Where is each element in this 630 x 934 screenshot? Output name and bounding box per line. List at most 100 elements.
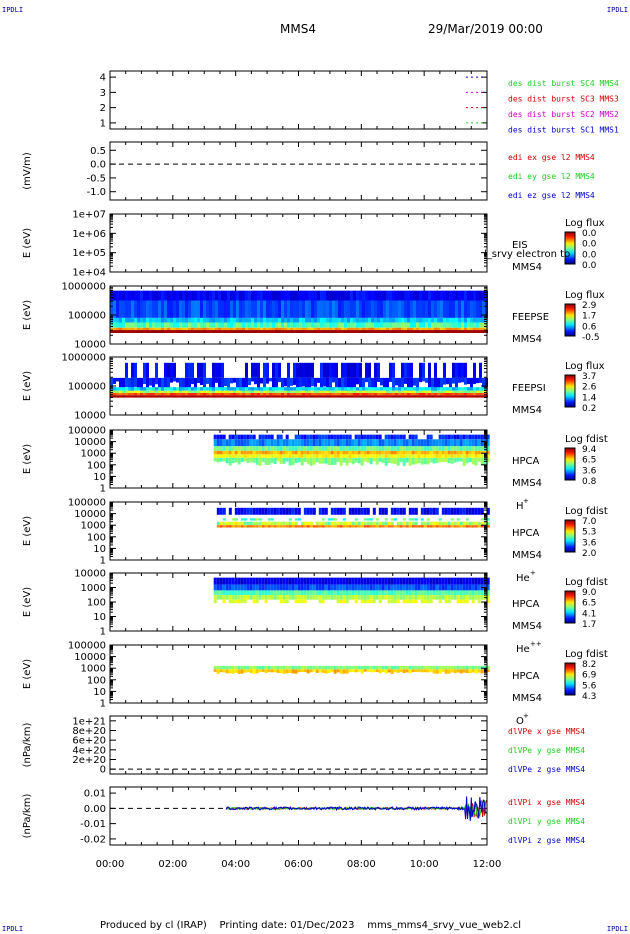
panel-divpe-ytick-label: 0 bbox=[100, 765, 106, 776]
panel-hpca_o-ylabel: E (eV) bbox=[22, 659, 33, 689]
panel-hpca_hepp-colorbar-tick: 9.0 bbox=[582, 588, 597, 598]
x-tick-label: 08:00 bbox=[347, 859, 376, 870]
panel-feepsi-colorbar-title: Log flux bbox=[565, 361, 605, 372]
panel-hpca_h-species-label: H bbox=[516, 501, 524, 512]
panel-hpca_hepp-ytick-label: 1000 bbox=[81, 583, 106, 594]
panel-hpca_h-ytick-label: 10 bbox=[93, 472, 106, 483]
panel-hpca_o-ytick-label: 100000 bbox=[68, 641, 106, 652]
panel-hpca_h-spacecraft-label: MMS4 bbox=[512, 478, 542, 489]
panel-hpca_o-colorbar-tick: 4.3 bbox=[582, 692, 596, 702]
panel-feepsi-ytick-label: 10000 bbox=[74, 411, 106, 422]
panel-hpca_he-colorbar-tick: 3.6 bbox=[582, 538, 597, 548]
panel-feepsi-colorbar-tick: 0.2 bbox=[582, 404, 596, 414]
panel-hpca_he-ylabel: E (eV) bbox=[22, 516, 33, 546]
corner-label-bottom-left: IPDLI bbox=[2, 925, 24, 933]
panel-hpca_he-ytick-label: 10 bbox=[93, 544, 106, 555]
panel-hpca_o-ytick-label: 100 bbox=[87, 675, 106, 686]
panel-hpca_hepp-species-charge: ++ bbox=[530, 640, 542, 648]
panel-hpca_he-species-charge: + bbox=[530, 569, 536, 577]
panel-hpca_o-colorbar bbox=[564, 662, 576, 696]
panel-hpca_he-instrument-label: HPCA bbox=[512, 528, 540, 539]
panel-hpca_h-colorbar-tick: 0.8 bbox=[582, 477, 597, 487]
plot-date: 29/Mar/2019 00:00 bbox=[428, 22, 543, 36]
panel-eis-colorbar-tick: 0.0 bbox=[582, 240, 597, 250]
panel-eis-ytick-label: 1e+06 bbox=[72, 229, 106, 240]
corner-label-top-left: IPDLI bbox=[2, 6, 24, 14]
panel-hpca_he-species-label: He bbox=[516, 573, 530, 584]
panel-hpca_hepp-species-label: He bbox=[516, 644, 530, 655]
panel-edi-legend-entry: edi ex gse l2 MMS4 bbox=[508, 153, 595, 162]
panel-edi-ylabel: (mV/m) bbox=[22, 152, 33, 190]
panel-hpca_o-colorbar-title: Log fdist bbox=[565, 649, 608, 660]
x-tick-label: 02:00 bbox=[158, 859, 187, 870]
panel-feepse-spacecraft-label: MMS4 bbox=[512, 334, 542, 345]
panel-eis-overlay-text: l_srvy electron to bbox=[484, 249, 570, 260]
panel-burst-frame bbox=[109, 70, 488, 130]
panel-burst-ytick-label: 1 bbox=[100, 118, 106, 129]
panel-hpca_he-ytick-label: 100000 bbox=[68, 498, 106, 509]
panel-feepse-colorbar-tick: 2.9 bbox=[582, 301, 597, 311]
panel-divpi-ytick-label: -0.02 bbox=[80, 834, 106, 845]
panel-eis-ytick-label: 1e+05 bbox=[72, 248, 106, 259]
panel-eis-ytick-label: 1e+07 bbox=[72, 210, 106, 221]
panel-divpe-ytick-label: 8e+20 bbox=[72, 726, 106, 737]
panel-hpca_hepp-ytick-label: 1 bbox=[100, 627, 106, 638]
panel-edi-ytick-label: -0.5 bbox=[86, 173, 106, 184]
panel-feepsi-ytick-label: 1000000 bbox=[61, 353, 106, 364]
panel-divpi-legend-entry: dlVPi y gse MMS4 bbox=[508, 817, 585, 826]
panel-hpca_he-ytick-label: 100 bbox=[87, 532, 106, 543]
panel-hpca_he-colorbar-tick: 5.3 bbox=[582, 528, 596, 538]
panel-feepsi-colorbar bbox=[564, 374, 576, 408]
panel-hpca_h-colorbar-tick: 9.4 bbox=[582, 445, 597, 455]
panel-hpca_o-ytick-label: 1 bbox=[100, 699, 106, 710]
panel-feepsi-instrument-label: FEEPSI bbox=[512, 383, 546, 394]
panel-divpe-ytick-label: 1e+21 bbox=[72, 716, 106, 727]
panel-hpca_hepp-colorbar-tick: 1.7 bbox=[582, 620, 596, 630]
panel-hpca_hepp-ytick-label: 10 bbox=[93, 612, 106, 623]
panel-hpca_h-colorbar-title: Log fdist bbox=[565, 434, 608, 445]
panel-hpca_o-species-charge: + bbox=[523, 712, 529, 720]
x-tick-label: 10:00 bbox=[410, 859, 439, 870]
panel-hpca_h-colorbar-tick: 3.6 bbox=[582, 466, 597, 476]
x-tick-label: 12:00 bbox=[473, 859, 502, 870]
panel-burst-ytick-label: 2 bbox=[100, 103, 106, 114]
panel-hpca_h-ytick-label: 1000 bbox=[81, 449, 106, 460]
panel-hpca_hepp-colorbar-tick: 6.5 bbox=[582, 599, 596, 609]
panel-feepse-colorbar-tick: -0.5 bbox=[582, 333, 600, 343]
panel-feepse-ytick-label: 1000000 bbox=[61, 282, 106, 293]
panel-eis-colorbar-tick: 0.0 bbox=[582, 229, 597, 239]
panel-divpe-ytick-label: 4e+20 bbox=[72, 745, 106, 756]
panel-edi-legend-entry: edi ey gse l2 MMS4 bbox=[508, 172, 595, 181]
panel-edi-ytick-label: 0.5 bbox=[90, 146, 106, 157]
panel-eis-spacecraft-label: MMS4 bbox=[512, 262, 542, 273]
panel-eis-ytick-label: 1e+04 bbox=[72, 268, 106, 279]
panel-hpca_hepp-colorbar-tick: 4.1 bbox=[582, 609, 596, 619]
panel-burst-ytick-label: 4 bbox=[100, 73, 106, 84]
panel-hpca_he-colorbar-title: Log fdist bbox=[565, 506, 608, 517]
panel-hpca_o-colorbar-tick: 8.2 bbox=[582, 660, 596, 670]
panel-hpca_hepp-ytick-label: 100 bbox=[87, 598, 106, 609]
panel-eis-frame bbox=[109, 213, 488, 273]
panel-hpca_hepp-colorbar-title: Log fdist bbox=[565, 577, 608, 588]
x-tick-label: 06:00 bbox=[284, 859, 313, 870]
panel-hpca_hepp-colorbar bbox=[564, 590, 576, 624]
panel-edi-frame bbox=[109, 141, 488, 201]
panel-hpca_he-colorbar-tick: 2.0 bbox=[582, 549, 597, 559]
panel-burst-ytick-label: 3 bbox=[100, 88, 106, 99]
panel-hpca_o-ytick-label: 10000 bbox=[74, 652, 106, 663]
panel-edi-legend-entry: edi ez gse l2 MMS4 bbox=[508, 191, 595, 200]
panel-feepse-ytick-label: 100000 bbox=[68, 311, 106, 322]
plot-title: MMS4 bbox=[280, 22, 316, 36]
corner-label-bottom-right: IPDLI bbox=[606, 925, 628, 933]
panel-hpca_o-ytick-label: 1000 bbox=[81, 664, 106, 675]
panel-hpca_h-ytick-label: 100000 bbox=[68, 426, 106, 437]
panel-divpi-legend-entry: dlVPi z gse MMS4 bbox=[508, 836, 585, 845]
panel-divpe-legend-entry: dlVPe z gse MMS4 bbox=[508, 765, 585, 774]
panel-hpca_he-ytick-label: 10000 bbox=[74, 509, 106, 520]
panel-hpca_he-colorbar-tick: 7.0 bbox=[582, 517, 597, 527]
panel-hpca_h-ytick-label: 10000 bbox=[74, 437, 106, 448]
panel-feepse-colorbar bbox=[564, 303, 576, 337]
panel-feepse-colorbar-tick: 1.7 bbox=[582, 312, 596, 322]
panel-hpca_o-species-label: O bbox=[516, 716, 524, 727]
panel-burst-legend-entry: des dist burst SC4 MMS4 bbox=[508, 79, 619, 88]
